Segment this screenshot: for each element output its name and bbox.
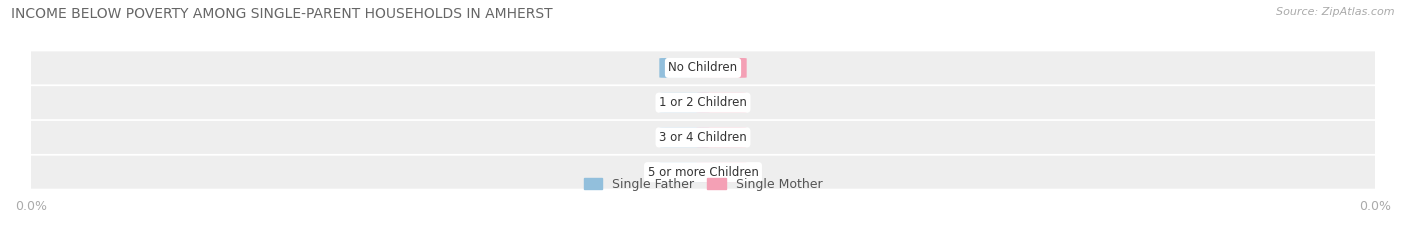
- Text: INCOME BELOW POVERTY AMONG SINGLE-PARENT HOUSEHOLDS IN AMHERST: INCOME BELOW POVERTY AMONG SINGLE-PARENT…: [11, 7, 553, 21]
- Text: 0.0%: 0.0%: [709, 98, 735, 108]
- FancyBboxPatch shape: [659, 93, 710, 113]
- FancyBboxPatch shape: [17, 121, 1389, 154]
- Text: 5 or more Children: 5 or more Children: [648, 166, 758, 179]
- Text: No Children: No Children: [668, 61, 738, 74]
- Text: 0.0%: 0.0%: [671, 167, 697, 177]
- FancyBboxPatch shape: [696, 58, 747, 78]
- FancyBboxPatch shape: [17, 86, 1389, 119]
- FancyBboxPatch shape: [659, 58, 710, 78]
- FancyBboxPatch shape: [659, 127, 710, 147]
- Text: 3 or 4 Children: 3 or 4 Children: [659, 131, 747, 144]
- Text: 0.0%: 0.0%: [709, 63, 735, 73]
- FancyBboxPatch shape: [659, 162, 710, 182]
- FancyBboxPatch shape: [696, 127, 747, 147]
- Text: 0.0%: 0.0%: [671, 63, 697, 73]
- Text: 0.0%: 0.0%: [709, 132, 735, 142]
- FancyBboxPatch shape: [17, 51, 1389, 84]
- Legend: Single Father, Single Mother: Single Father, Single Mother: [579, 173, 827, 196]
- FancyBboxPatch shape: [17, 156, 1389, 189]
- Text: 1 or 2 Children: 1 or 2 Children: [659, 96, 747, 109]
- FancyBboxPatch shape: [696, 93, 747, 113]
- Text: 0.0%: 0.0%: [671, 98, 697, 108]
- FancyBboxPatch shape: [696, 162, 747, 182]
- Text: 0.0%: 0.0%: [709, 167, 735, 177]
- Text: Source: ZipAtlas.com: Source: ZipAtlas.com: [1277, 7, 1395, 17]
- Text: 0.0%: 0.0%: [671, 132, 697, 142]
